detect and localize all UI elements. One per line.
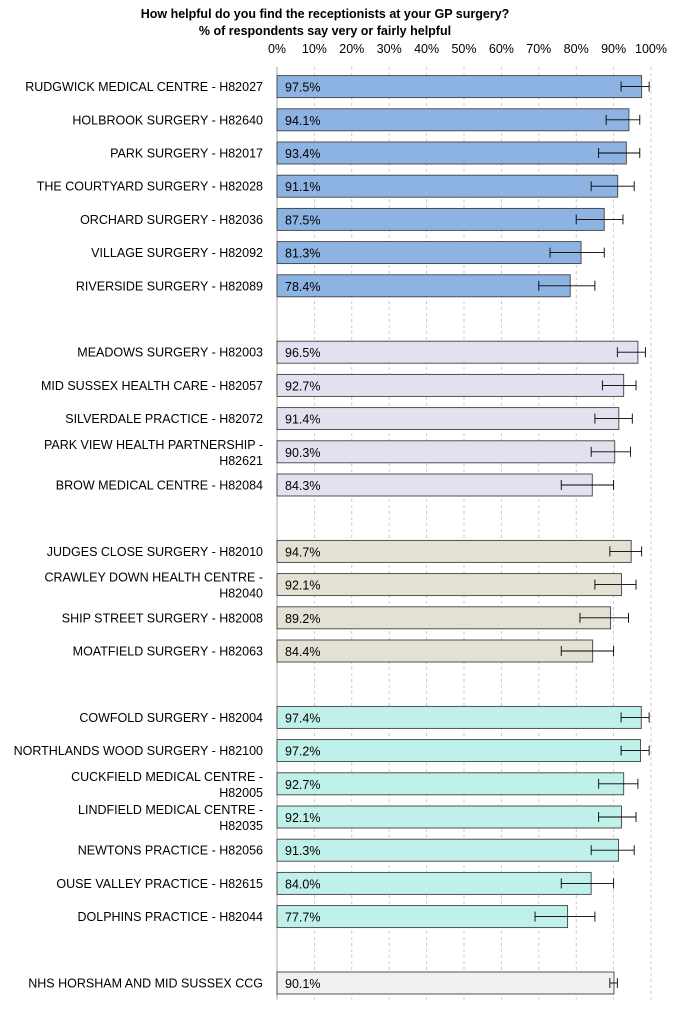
bar <box>276 241 582 265</box>
bar <box>276 274 571 298</box>
data-label: 97.2% <box>285 745 320 759</box>
x-tick-label: 0% <box>268 42 286 56</box>
category-label: ORCHARD SURGERY - H82036 <box>80 213 263 227</box>
x-tick-label: 70% <box>526 42 551 56</box>
data-label: 77.7% <box>285 911 320 925</box>
bar <box>276 606 612 630</box>
x-tick-label: 10% <box>302 42 327 56</box>
category-label: NEWTONS PRACTICE - H82056 <box>78 844 263 858</box>
x-tick-label: 40% <box>414 42 439 56</box>
data-label: 92.1% <box>285 811 320 825</box>
data-label: 90.3% <box>285 446 320 460</box>
bar <box>276 141 627 165</box>
data-label: 97.5% <box>285 81 320 95</box>
data-label: 93.4% <box>285 147 320 161</box>
x-tick-label: 100% <box>635 42 667 56</box>
category-label: CUCKFIELD MEDICAL CENTRE -H82005 <box>71 770 263 800</box>
data-label: 90.1% <box>285 977 320 991</box>
bar <box>276 108 630 132</box>
bar <box>276 772 625 796</box>
bar <box>276 838 619 862</box>
x-tick-label: 80% <box>564 42 589 56</box>
data-label: 94.1% <box>285 114 320 128</box>
data-label: 78.4% <box>285 280 320 294</box>
bar <box>276 407 620 431</box>
data-label: 91.3% <box>285 844 320 858</box>
data-label: 91.1% <box>285 180 320 194</box>
x-tick-label: 30% <box>377 42 402 56</box>
category-label: RIVERSIDE SURGERY - H82089 <box>76 279 263 293</box>
bar <box>276 440 616 464</box>
category-label: PARK VIEW HEALTH PARTNERSHIP -H82621 <box>44 438 263 468</box>
data-label: 94.7% <box>285 545 320 559</box>
category-label: OUSE VALLEY PRACTICE - H82615 <box>56 877 263 891</box>
category-label: CRAWLEY DOWN HEALTH CENTRE -H82040 <box>44 571 263 601</box>
data-label: 84.0% <box>285 877 320 891</box>
bar <box>276 905 569 929</box>
bar <box>276 739 641 763</box>
category-label: SILVERDALE PRACTICE - H82072 <box>65 412 263 426</box>
data-label: 97.4% <box>285 711 320 725</box>
data-label: 92.7% <box>285 778 320 792</box>
category-label: VILLAGE SURGERY - H82092 <box>91 246 263 260</box>
category-label: HOLBROOK SURGERY - H82640 <box>72 113 263 127</box>
category-label: THE COURTYARD SURGERY - H82028 <box>37 180 263 194</box>
data-label: 92.7% <box>285 379 320 393</box>
bar <box>276 340 639 364</box>
category-label: RUDGWICK MEDICAL CENTRE - H82027 <box>25 80 263 94</box>
x-tick-label: 90% <box>601 42 626 56</box>
bar <box>276 373 625 397</box>
x-axis-ticks: 0% 10% 20% 30% 40% 50% 60% 70% 80% 90% 100% <box>268 42 667 56</box>
data-label: 89.2% <box>285 612 320 626</box>
bar <box>276 75 643 99</box>
category-label: COWFOLD SURGERY - H82004 <box>79 711 263 725</box>
bar <box>276 207 605 231</box>
chart-title: How helpful do you find the receptionist… <box>141 7 510 21</box>
category-label: BROW MEDICAL CENTRE - H82084 <box>56 479 263 493</box>
data-label: 84.3% <box>285 479 320 493</box>
category-label: MOATFIELD SURGERY - H82063 <box>73 645 263 659</box>
data-label: 87.5% <box>285 213 320 227</box>
bar <box>276 971 615 995</box>
chart-subtitle: % of respondents say very or fairly help… <box>199 24 451 38</box>
bar <box>276 705 642 729</box>
x-tick-label: 20% <box>339 42 364 56</box>
bars: RUDGWICK MEDICAL CENTRE - H82027 97.5% HOL… <box>14 75 650 995</box>
bar <box>276 473 593 497</box>
bar <box>276 871 592 895</box>
category-label: PARK SURGERY - H82017 <box>110 147 263 161</box>
category-label: JUDGES CLOSE SURGERY - H82010 <box>47 545 263 559</box>
category-label: DOLPHINS PRACTICE - H82044 <box>78 910 264 924</box>
category-label: SHIP STREET SURGERY - H82008 <box>62 611 263 625</box>
data-label: 84.4% <box>285 645 320 659</box>
category-label: NORTHLANDS WOOD SURGERY - H82100 <box>14 744 263 758</box>
data-label: 91.4% <box>285 413 320 427</box>
category-label: MEADOWS SURGERY - H82003 <box>77 346 263 360</box>
category-label: NHS HORSHAM AND MID SUSSEX CCG <box>28 977 263 991</box>
data-label: 96.5% <box>285 346 320 360</box>
bar <box>276 573 622 597</box>
category-label: LINDFIELD MEDICAL CENTRE -H82035 <box>78 803 263 833</box>
bar <box>276 805 622 829</box>
data-label: 81.3% <box>285 247 320 261</box>
category-label: MID SUSSEX HEALTH CARE - H82057 <box>41 379 263 393</box>
x-tick-label: 50% <box>451 42 476 56</box>
bar <box>276 174 619 198</box>
data-label: 92.1% <box>285 579 320 593</box>
x-tick-label: 60% <box>489 42 514 56</box>
bar <box>276 539 632 563</box>
bar <box>276 639 594 663</box>
